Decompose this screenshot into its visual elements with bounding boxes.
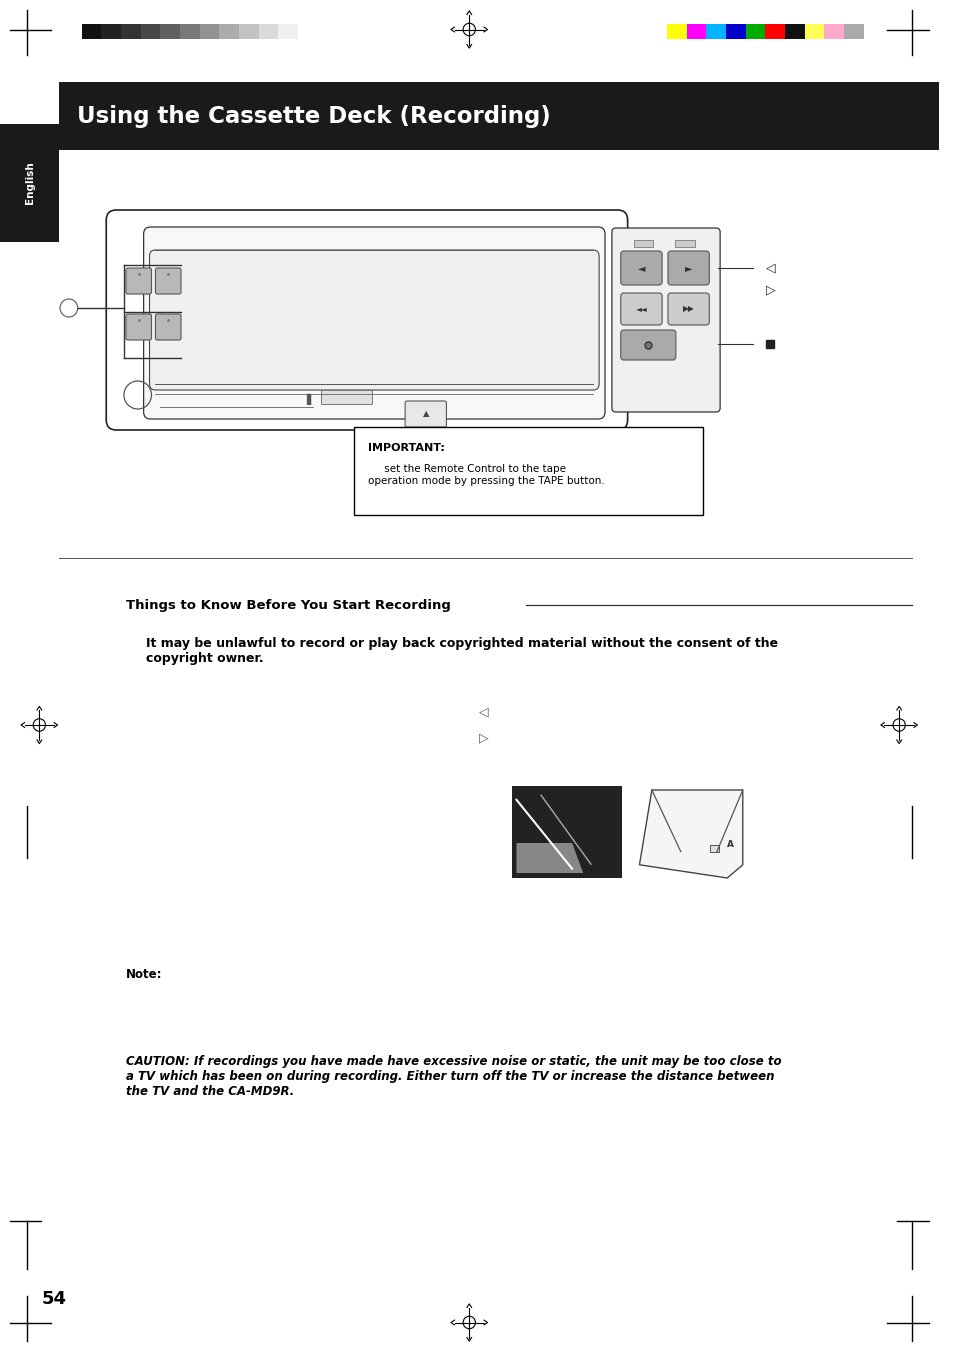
FancyBboxPatch shape [667,293,709,326]
Bar [278,24,297,39]
Text: 54: 54 [41,1290,67,1308]
Text: ►: ► [684,263,692,273]
FancyBboxPatch shape [144,227,604,419]
Bar [160,24,180,39]
Text: Note:: Note: [126,969,162,981]
Text: ◁: ◁ [478,705,488,719]
FancyBboxPatch shape [620,293,661,326]
Text: ▌: ▌ [306,393,314,404]
Bar [121,24,140,39]
FancyBboxPatch shape [155,267,181,295]
Text: ◁: ◁ [764,262,774,274]
Bar [199,24,219,39]
Bar [725,24,745,39]
FancyBboxPatch shape [155,313,181,340]
Bar [823,24,843,39]
FancyBboxPatch shape [106,209,627,430]
Text: ◄◄: ◄◄ [635,304,647,313]
FancyBboxPatch shape [126,267,152,295]
FancyBboxPatch shape [667,251,709,285]
Text: It may be unlawful to record or play back copyrighted material without the conse: It may be unlawful to record or play bac… [146,638,777,665]
Text: ◄: ◄ [637,263,644,273]
Bar [354,427,702,515]
Bar [239,24,258,39]
FancyBboxPatch shape [405,401,446,427]
Bar [320,390,372,404]
Bar [101,24,121,39]
Text: set the Remote Control to the tape
operation mode by pressing the TAPE button.: set the Remote Control to the tape opera… [368,463,604,485]
Bar [82,24,101,39]
Bar [219,24,239,39]
Polygon shape [516,843,582,873]
Bar [843,24,862,39]
Bar [709,844,718,851]
Bar [686,24,705,39]
Text: IMPORTANT:: IMPORTANT: [368,443,444,453]
Text: ▶▶: ▶▶ [682,304,694,313]
Bar [705,24,725,39]
Bar [59,82,938,150]
Text: ▷: ▷ [478,731,488,744]
Bar [764,24,784,39]
FancyBboxPatch shape [611,228,720,412]
Bar [0,124,59,242]
FancyBboxPatch shape [150,250,598,390]
Bar [511,786,621,878]
Text: Things to Know Before You Start Recording: Things to Know Before You Start Recordin… [126,598,451,612]
FancyBboxPatch shape [620,330,675,359]
Bar [633,240,653,247]
Text: ▲: ▲ [422,409,429,419]
Text: ▷: ▷ [764,284,774,296]
Text: Using the Cassette Deck (Recording): Using the Cassette Deck (Recording) [76,104,550,127]
FancyBboxPatch shape [620,251,661,285]
Bar [297,24,317,39]
Bar [258,24,278,39]
Bar [140,24,160,39]
Text: CAUTION: If recordings you have made have excessive noise or static, the unit ma: CAUTION: If recordings you have made hav… [126,1055,781,1098]
Text: A: A [726,840,733,848]
Text: English: English [25,162,34,204]
Bar [666,24,686,39]
Bar [804,24,823,39]
Polygon shape [639,790,742,878]
Bar [745,24,764,39]
Bar [784,24,804,39]
FancyBboxPatch shape [126,313,152,340]
Bar [674,240,694,247]
Bar [180,24,199,39]
